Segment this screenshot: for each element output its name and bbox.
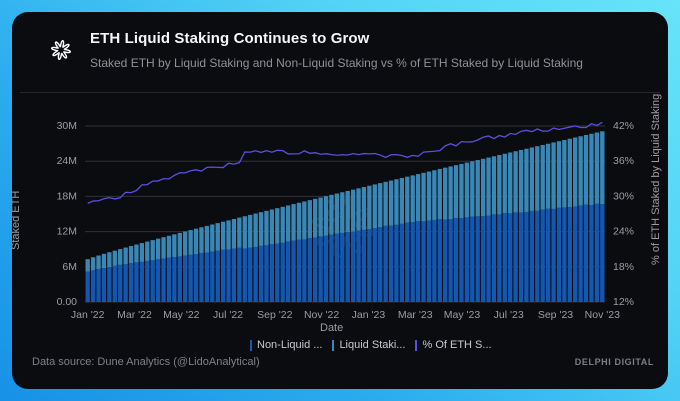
svg-text:12%: 12% bbox=[613, 296, 634, 308]
svg-text:Sep '23: Sep '23 bbox=[538, 309, 573, 321]
svg-text:18%: 18% bbox=[613, 261, 634, 273]
svg-text:30M: 30M bbox=[57, 120, 77, 132]
svg-text:May '22: May '22 bbox=[163, 309, 200, 321]
svg-text:Jul '23: Jul '23 bbox=[494, 309, 524, 321]
svg-text:24M: 24M bbox=[57, 155, 77, 167]
svg-text:Mar '22: Mar '22 bbox=[117, 309, 152, 321]
svg-text:Jan '22: Jan '22 bbox=[71, 309, 105, 321]
svg-text:12M: 12M bbox=[57, 226, 77, 238]
svg-text:42%: 42% bbox=[613, 120, 634, 132]
svg-text:Nov '22: Nov '22 bbox=[304, 309, 339, 321]
svg-text:0.00: 0.00 bbox=[57, 296, 78, 308]
svg-text:May '23: May '23 bbox=[444, 309, 481, 321]
svg-text:6M: 6M bbox=[62, 261, 77, 273]
svg-text:18M: 18M bbox=[57, 190, 77, 202]
svg-text:Jul '22: Jul '22 bbox=[213, 309, 243, 321]
svg-text:36%: 36% bbox=[613, 155, 634, 167]
svg-text:Nov '23: Nov '23 bbox=[585, 309, 620, 321]
svg-text:24%: 24% bbox=[613, 226, 634, 238]
svg-text:30%: 30% bbox=[613, 190, 634, 202]
svg-text:Jan '23: Jan '23 bbox=[352, 309, 386, 321]
svg-text:Sep '22: Sep '22 bbox=[257, 309, 292, 321]
svg-text:Mar '23: Mar '23 bbox=[398, 309, 433, 321]
